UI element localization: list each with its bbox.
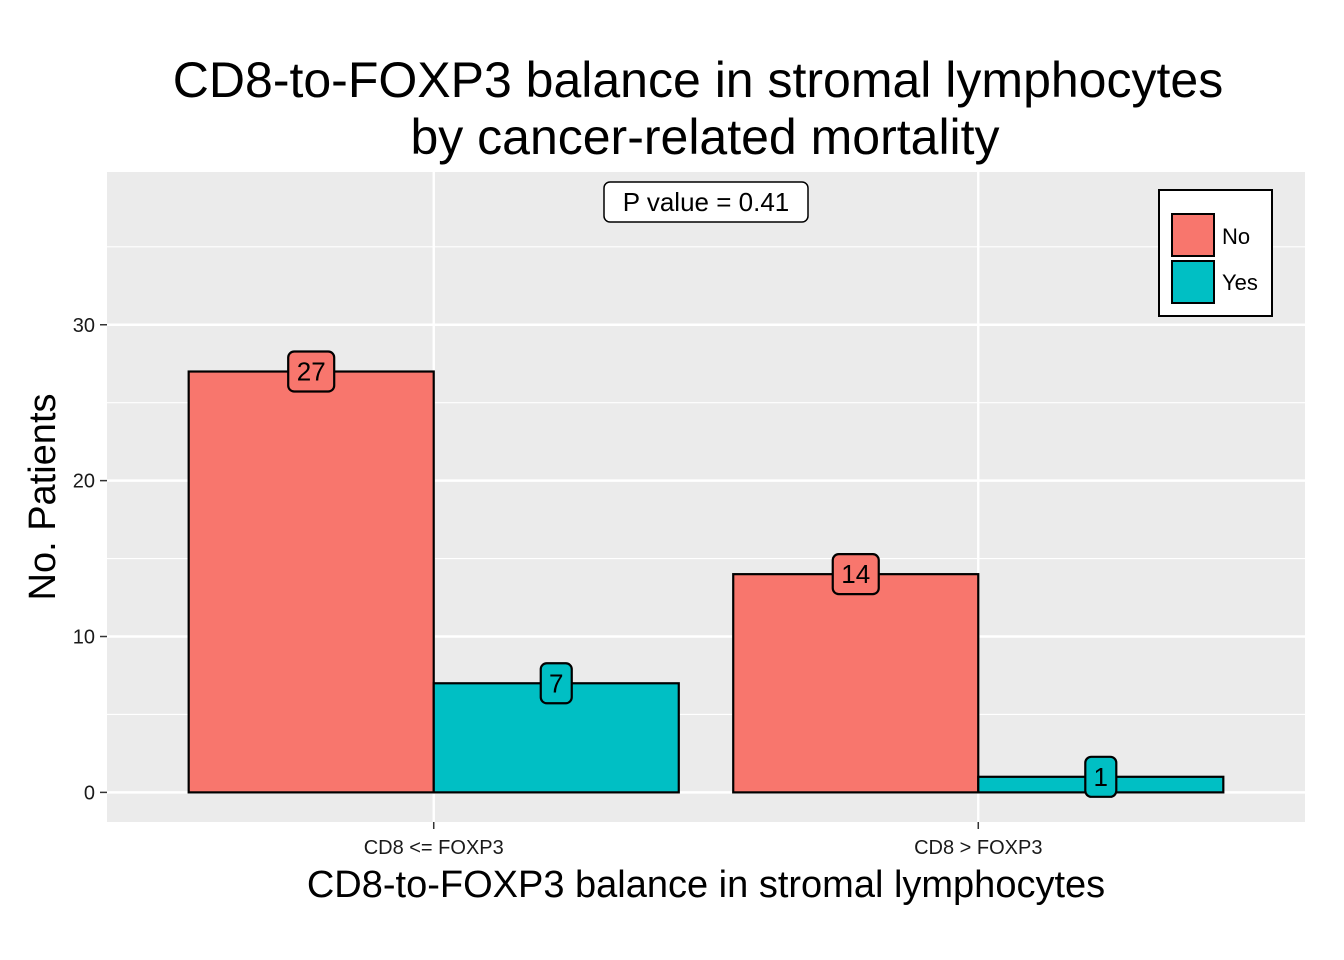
bar-label-box	[287, 350, 336, 393]
bar-label-box	[539, 662, 573, 705]
legend-key-yes	[1171, 260, 1215, 304]
legend: No Yes	[1158, 189, 1273, 317]
legend-label-yes: Yes	[1222, 270, 1258, 295]
p-value-annotation: P value = 0.41	[603, 181, 809, 223]
bar-value-label: 1	[1094, 762, 1108, 792]
bar-value-label: 27	[297, 357, 326, 387]
chart-title-line-1: CD8-to-FOXP3 balance in stromal lymphocy…	[173, 52, 1223, 108]
y-tick-label: 0	[84, 782, 95, 804]
y-tick-label: 30	[73, 315, 95, 337]
chart-title-line-2: by cancer-related mortality	[410, 109, 999, 165]
bar-label-box	[831, 553, 880, 596]
x-tick-label: CD8 <= FOXP3	[364, 837, 504, 859]
p-value-box	[603, 181, 809, 223]
x-axis-title: CD8-to-FOXP3 balance in stromal lymphocy…	[307, 864, 1105, 906]
bar-label-box	[1084, 755, 1118, 798]
x-axis: CD8 <= FOXP3 CD8 > FOXP3	[364, 822, 1042, 859]
legend-label-no: No	[1222, 224, 1250, 249]
x-tick-label: CD8 > FOXP3	[914, 837, 1042, 859]
p-value-text: P value = 0.41	[623, 187, 790, 217]
y-tick-label: 10	[73, 627, 95, 649]
bar-value-labels: 27 14 7 1	[287, 350, 1118, 798]
bar-value-label: 7	[549, 668, 563, 698]
y-axis-title: No. Patients	[22, 394, 64, 601]
bar-no-1	[187, 370, 435, 794]
bar-value-label: 14	[841, 559, 870, 589]
y-tick-label: 20	[73, 471, 95, 493]
y-axis: 0 10 20 30	[73, 315, 107, 804]
bar-no-2	[732, 573, 980, 794]
legend-key-no	[1171, 213, 1215, 257]
